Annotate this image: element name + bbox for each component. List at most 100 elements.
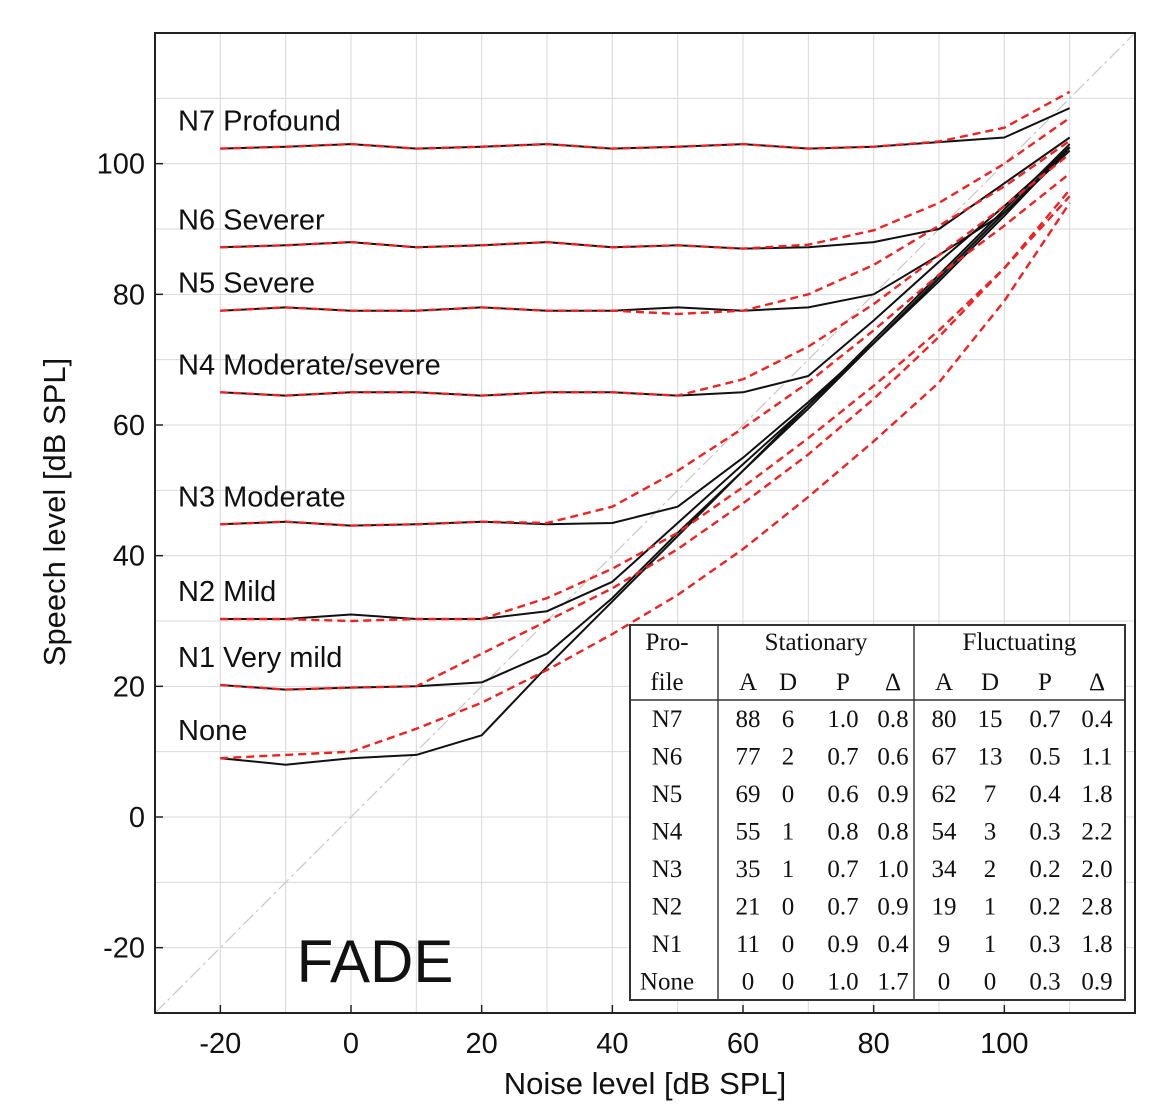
table-cell: 0.2 xyxy=(1029,856,1060,883)
table-cell: 0.6 xyxy=(827,781,858,808)
table-header-cell: Δ xyxy=(1089,669,1105,696)
table-cell: 88 xyxy=(736,706,761,733)
series-line-measured xyxy=(220,146,1071,527)
table-cell: 67 xyxy=(932,744,957,771)
table-cell: 54 xyxy=(932,819,958,846)
table-header-cell: file xyxy=(650,669,683,696)
x-tick-label: 80 xyxy=(858,1028,890,1060)
table-cell: 1.0 xyxy=(827,706,858,733)
series-label: N4 Moderate/severe xyxy=(178,349,441,381)
x-tick-label: 60 xyxy=(727,1028,759,1060)
table-cell: 0.9 xyxy=(877,894,908,921)
table-cell: None xyxy=(640,969,694,996)
table-cell: 0.9 xyxy=(877,781,908,808)
table-cell: 1 xyxy=(782,856,795,883)
table-cell: 34 xyxy=(932,856,958,883)
table-header-cell: A xyxy=(739,669,757,696)
x-tick-label: 20 xyxy=(466,1028,498,1060)
series-line-measured xyxy=(220,146,1071,397)
series-line-measured xyxy=(220,149,1071,312)
table-cell: 13 xyxy=(978,744,1003,771)
table-cell: 0 xyxy=(782,931,795,958)
table-cell: 15 xyxy=(978,706,1003,733)
table-cell: 1.7 xyxy=(877,969,908,996)
table-cell: 1 xyxy=(984,931,997,958)
table-cell: 62 xyxy=(932,781,957,808)
series-label: None xyxy=(178,715,247,747)
table-cell: 0.7 xyxy=(827,894,858,921)
table-cell: 1.0 xyxy=(827,969,858,996)
table-header-cell: P xyxy=(1038,669,1052,696)
series-label: N6 Severer xyxy=(178,204,325,236)
series-label: N1 Very mild xyxy=(178,642,342,674)
table-cell: 55 xyxy=(736,819,761,846)
table-cell: 0.9 xyxy=(1081,969,1112,996)
x-tick-label: 0 xyxy=(343,1028,359,1060)
series-label: N5 Severe xyxy=(178,268,315,300)
table-header-cell: A xyxy=(935,669,953,696)
table-cell: N3 xyxy=(652,856,683,883)
y-tick-label: 40 xyxy=(113,541,145,573)
table-cell: 0.3 xyxy=(1029,819,1060,846)
table-cell: 0 xyxy=(782,894,795,921)
x-axis-title: Noise level [dB SPL] xyxy=(504,1066,787,1101)
table-cell: 2.0 xyxy=(1081,856,1112,883)
table-cell: 0.8 xyxy=(877,706,908,733)
table-cell: 1.1 xyxy=(1081,744,1112,771)
table-cell: 80 xyxy=(932,706,957,733)
table-cell: 0 xyxy=(938,969,951,996)
x-tick-label: 100 xyxy=(980,1028,1028,1060)
table-cell: 6 xyxy=(782,706,795,733)
table-cell: 7 xyxy=(984,781,997,808)
table-cell: 2 xyxy=(984,856,997,883)
x-tick-label: -20 xyxy=(199,1028,241,1060)
table-cell: N4 xyxy=(652,819,683,846)
series-line-predicted xyxy=(220,152,1071,397)
table-cell: 0.4 xyxy=(1081,706,1113,733)
table-cell: 0.7 xyxy=(827,744,858,771)
table-cell: 0.7 xyxy=(827,856,858,883)
plot-frame xyxy=(154,32,1136,1014)
table-header-cell: Pro- xyxy=(645,629,688,656)
table-header-cell: Fluctuating xyxy=(963,629,1077,656)
table-cell: N6 xyxy=(652,744,683,771)
diagonal-reference xyxy=(154,32,1136,1014)
series-labels: N7 Profound N6 Severer N5 Severe N4 Moderat… xyxy=(178,106,441,748)
table-cell: N5 xyxy=(652,781,683,808)
table-cell: 77 xyxy=(736,744,761,771)
table-header-cell: D xyxy=(779,669,797,696)
series-line-measured xyxy=(220,136,1071,250)
series-line-predicted xyxy=(220,202,1071,760)
table-header-cell: Stationary xyxy=(765,629,868,656)
table-cell: 0 xyxy=(782,969,795,996)
series-line-predicted xyxy=(220,189,1071,623)
table-cell: 69 xyxy=(736,781,761,808)
series-line-measured xyxy=(220,143,1071,766)
table-cell: 35 xyxy=(736,856,761,883)
table-cell: 0.3 xyxy=(1029,969,1060,996)
table-cell: 1 xyxy=(782,819,795,846)
table-cell: 1 xyxy=(984,894,997,921)
table-box xyxy=(629,624,1126,1001)
table-cell: 0.8 xyxy=(877,819,908,846)
identity-diagonal-line xyxy=(154,32,1136,1014)
table-cell: 2.2 xyxy=(1081,819,1112,846)
y-tick-label: 0 xyxy=(129,802,145,834)
y-axis-title: Speech level [dB SPL] xyxy=(37,358,72,666)
x-tick-label: 40 xyxy=(596,1028,628,1060)
table-cell: 1.0 xyxy=(877,856,908,883)
fade-watermark: FADE xyxy=(297,928,454,995)
table-header-cell: D xyxy=(981,669,999,696)
y-tick-label: 100 xyxy=(97,149,145,181)
table-cell: 0.4 xyxy=(1029,781,1061,808)
series-line-measured xyxy=(220,107,1071,150)
table-cell: 0 xyxy=(782,781,795,808)
table-cell: 0 xyxy=(984,969,997,996)
table-cell: 0.8 xyxy=(827,819,858,846)
series-label: N2 Mild xyxy=(178,576,276,608)
y-tick-label: 80 xyxy=(113,279,145,311)
table-cell: N2 xyxy=(652,894,683,921)
